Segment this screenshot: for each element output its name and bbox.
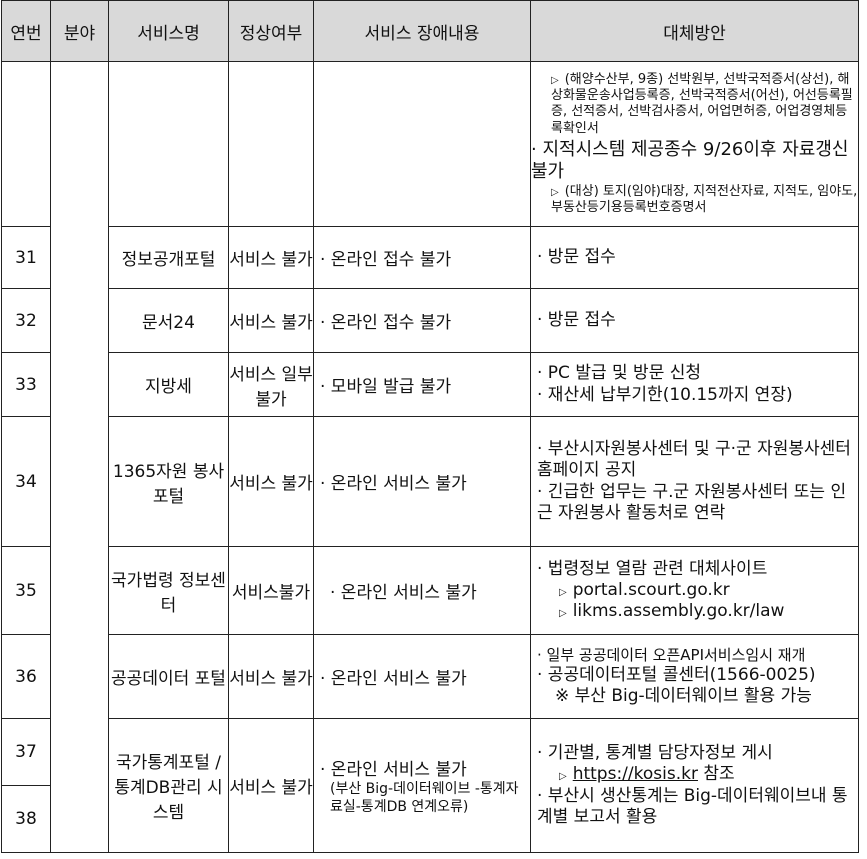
alt-link[interactable]: likms.assembly.go.kr/law xyxy=(572,601,785,622)
issue-note: (부산 Big-데이터웨이브 -통계자료실-통계DB 연계오류) xyxy=(330,780,519,815)
table-row: 34 1365자원 봉사포털 서비스 불가 · 온라인 서비스 불가 · 부산시… xyxy=(1,416,859,547)
row-no: 33 xyxy=(1,352,51,417)
status: 서비스 불가 xyxy=(228,288,314,353)
status: 서비스 일부 불가 xyxy=(228,352,314,417)
status: 서비스불가 xyxy=(228,546,314,635)
header-alternative: 대체방안 xyxy=(530,0,859,62)
alt-text: · 부산시자원봉사센터 및 구·군 자원봉사센터 홈페이지 공지 xyxy=(537,439,851,481)
issue: · 온라인 접수 불가 xyxy=(313,226,531,289)
alt-text: · 방문 접수 xyxy=(537,309,616,330)
service-name: 국가법령 정보센터 xyxy=(108,546,229,635)
row-no: 38 xyxy=(1,785,51,853)
alt-text: · 재산세 납부기한(10.15까지 연장) xyxy=(537,384,793,405)
header-service-name: 서비스명 xyxy=(108,0,229,62)
service-name: 공공데이터 포털 xyxy=(108,634,229,719)
row-no: 34 xyxy=(1,416,51,547)
issue: · 온라인 서비스 불가 xyxy=(313,416,531,547)
service-name: 국가통계포털 /통계DB관리 시스템 xyxy=(108,718,229,853)
service-name: 지방세 xyxy=(108,352,229,417)
alt-text: 참조 xyxy=(703,764,735,785)
alt-text: · 공공데이터포털 콜센터(1566-0025) xyxy=(537,664,816,685)
service-name: 문서24 xyxy=(108,288,229,353)
alt-text: · PC 발급 및 방문 신청 xyxy=(537,363,702,384)
service-name: 정보공개포털 xyxy=(108,226,229,289)
table-row: 37 국가통계포털 /통계DB관리 시스템 서비스 불가 · 온라인 서비스 불… xyxy=(1,718,859,853)
status: 서비스 불가 xyxy=(228,416,314,547)
kosis-link[interactable]: https://kosis.kr xyxy=(572,764,698,785)
row-no: 32 xyxy=(1,288,51,353)
header-row: 연번 분야 서비스명 정상여부 서비스 장애내용 대체방안 xyxy=(1,0,859,62)
alt-text: · 기관별, 통계별 담당자정보 게시 xyxy=(537,743,773,763)
alt-text: 지적시스템 제공종수 9/26이후 자료갱신 불가 xyxy=(531,138,849,183)
header-field: 분야 xyxy=(50,0,109,62)
table-row: 38 xyxy=(1,785,859,853)
service-name: 1365자원 봉사포털 xyxy=(108,416,229,547)
header-no: 연번 xyxy=(1,0,51,62)
issue-text: · 온라인 서비스 불가 xyxy=(320,759,467,780)
alt-text: (대상) 토지(임야)대장, 지적전산자료, 지적도, 임야도, 부동산등기용등… xyxy=(551,183,858,215)
alt-text: · 일부 공공데이터 오픈API서비스임시 재개 xyxy=(537,645,806,664)
issue: · 온라인 서비스 불가 (부산 Big-데이터웨이브 -통계자료실-통계DB 연… xyxy=(313,718,531,853)
header-status: 정상여부 xyxy=(228,0,314,62)
field-cell xyxy=(50,61,109,853)
issue: · 모바일 발급 불가 xyxy=(313,352,531,417)
table-row: 36 공공데이터 포털 서비스 불가 · 온라인 서비스 불가 · 일부 공공데… xyxy=(1,634,859,719)
table-row: 35 국가법령 정보센터 서비스불가 · 온라인 서비스 불가 · 법령정보 열… xyxy=(1,546,859,635)
row-no: 36 xyxy=(1,634,51,719)
issue: · 온라인 서비스 불가 xyxy=(313,546,531,635)
status: 서비스 불가 xyxy=(228,718,314,853)
alt-cell: ▷ (해양수산부, 9종) 선박원부, 선박국적증서(상선), 해상화물운송사업등… xyxy=(530,61,859,227)
alt-text: · 부산시 생산통계는 Big-데이터웨이브내 통계별 보고서 활용 xyxy=(537,785,848,827)
issue: · 온라인 서비스 불가 xyxy=(313,634,531,719)
table-row: 33 지방세 서비스 일부 불가 · 모바일 발급 불가 · PC 발급 및 방… xyxy=(1,352,859,417)
alt-text: (해양수산부, 9종) 선박원부, 선박국적증서(상선), 해상화물운송사업등록… xyxy=(551,71,853,136)
header-issue: 서비스 장애내용 xyxy=(313,0,531,62)
status: 서비스 불가 xyxy=(228,226,314,289)
issue: · 온라인 접수 불가 xyxy=(313,288,531,353)
table-row: 31 정보공개포털 서비스 불가 · 온라인 접수 불가 · 방문 접수 xyxy=(1,226,859,289)
status: 서비스 불가 xyxy=(228,634,314,719)
table-row-continued: ▷ (해양수산부, 9종) 선박원부, 선박국적증서(상선), 해상화물운송사업등… xyxy=(1,61,859,853)
row-no: 35 xyxy=(1,546,51,635)
row-no: 37 xyxy=(1,718,51,786)
alt-text: ※ 부산 Big-데이터웨이브 활용 가능 xyxy=(555,685,812,706)
table-row: 32 문서24 서비스 불가 · 온라인 접수 불가 · 방문 접수 xyxy=(1,288,859,353)
alt-text: · 긴급한 업무는 구.군 자원봉사센터 또는 인근 자원봉사 활동처로 연락 xyxy=(537,481,847,523)
alt-text: · 방문 접수 xyxy=(537,246,616,267)
row-no: 31 xyxy=(1,226,51,289)
alt-text: · 법령정보 열람 관련 대체사이트 xyxy=(537,558,768,579)
alt-link[interactable]: portal.scourt.go.kr xyxy=(572,579,730,600)
